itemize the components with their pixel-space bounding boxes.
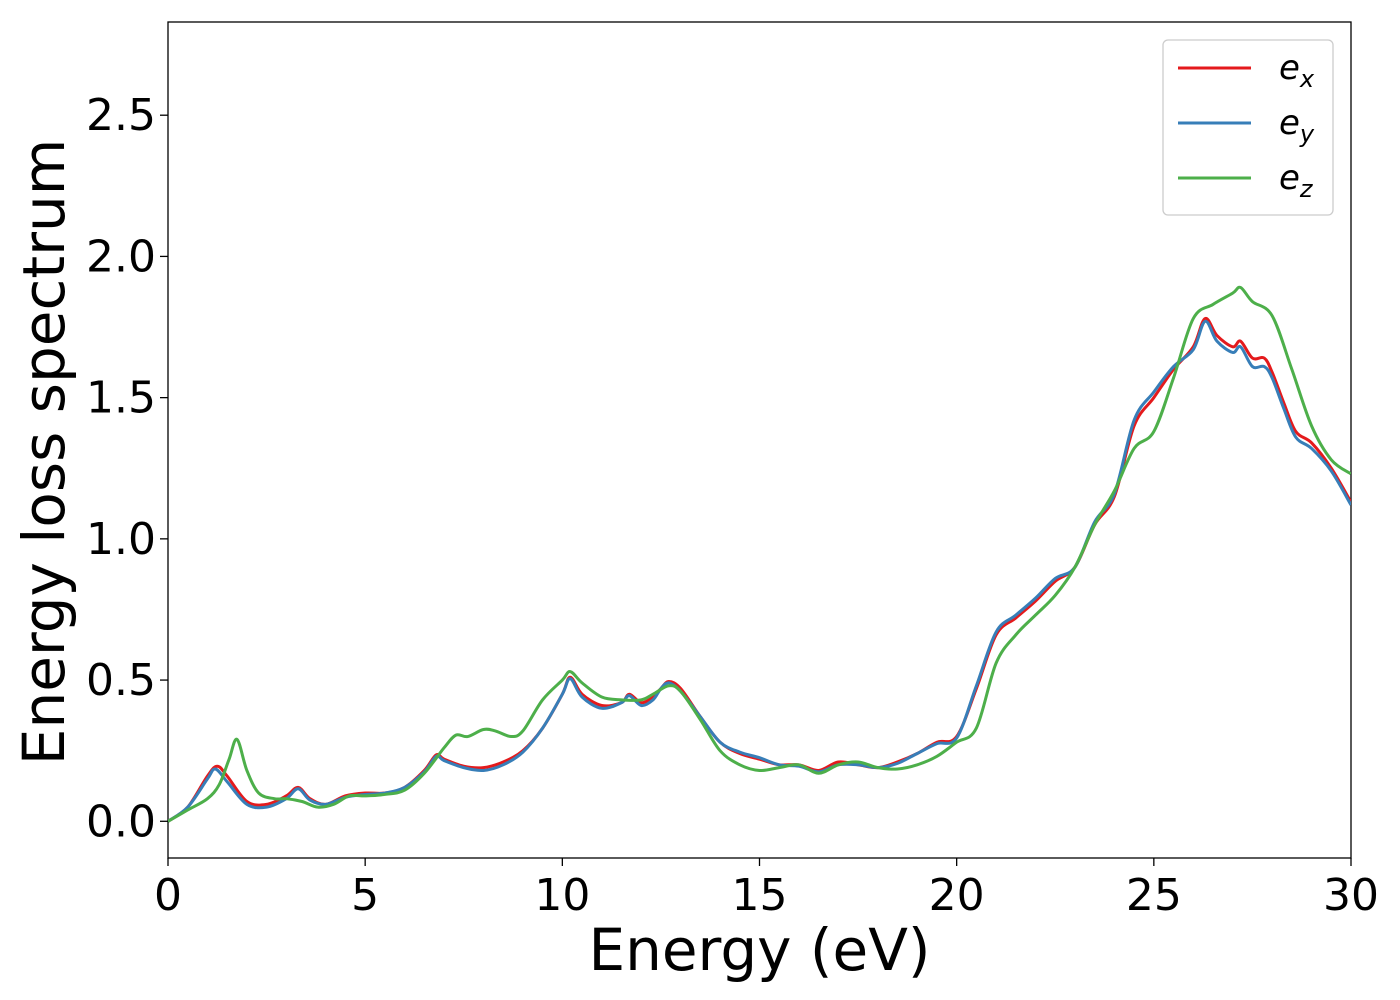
y-tick-label: 2.0 <box>86 231 156 282</box>
series-layer <box>168 285 1351 823</box>
y-tick-label: 0.0 <box>86 796 156 847</box>
x-tick-label: 15 <box>732 870 788 921</box>
legend-label-z: ez <box>1279 158 1314 203</box>
y-tick-label: 1.5 <box>86 373 156 424</box>
legend-label-x: ex <box>1279 48 1315 93</box>
legend-box <box>1162 39 1334 216</box>
x-tick-label: 20 <box>929 870 985 921</box>
y-tick-label: 1.0 <box>86 514 156 565</box>
y-tick-label: 2.5 <box>86 90 156 141</box>
axis-ticks: 0 5 10 15 20 25 30 0.0 0.5 1.0 1.5 2.0 2.5 <box>86 90 1379 921</box>
x-tick-label: 30 <box>1323 870 1379 921</box>
series-line-z <box>168 285 1351 823</box>
series-line-x <box>168 317 1351 823</box>
x-axis-label: Energy (eV) <box>588 916 930 984</box>
legend: ex ey ez <box>1162 39 1334 216</box>
y-axis-label: Energy loss spectrum <box>10 139 78 765</box>
x-tick-label: 0 <box>154 870 182 921</box>
y-tick-label: 0.5 <box>86 655 156 706</box>
series-line-y <box>168 319 1351 823</box>
legend-label-y: ey <box>1279 103 1315 148</box>
x-tick-label: 10 <box>534 870 590 921</box>
x-tick-label: 5 <box>351 870 379 921</box>
x-tick-label: 25 <box>1126 870 1182 921</box>
